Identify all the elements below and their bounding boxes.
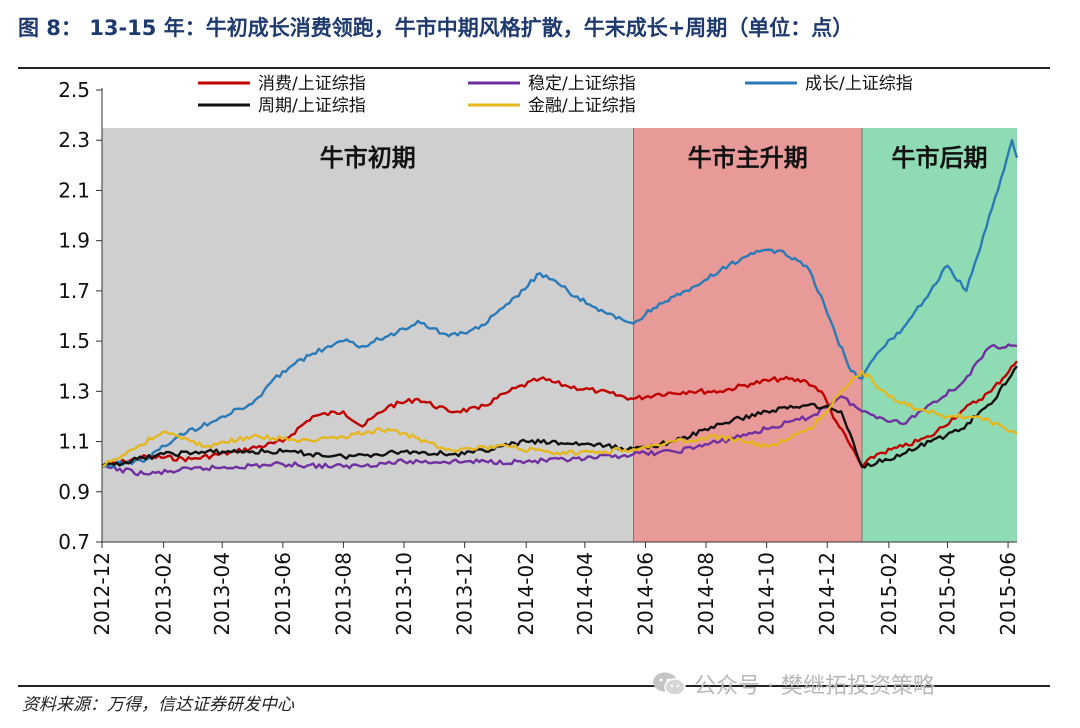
y-tick-label: 2.1 [58, 178, 90, 202]
series-line [101, 139, 1019, 468]
y-tick-label: 1.3 [58, 379, 90, 403]
x-tick-label: 2014-06 [633, 552, 657, 636]
series-line [101, 343, 1018, 477]
series-line [101, 365, 1018, 469]
phase-bands: 牛市初期 牛市主升期 牛市后期 [102, 128, 1017, 542]
wechat-icon [653, 672, 686, 696]
x-tick-label: 2014-12 [815, 552, 839, 636]
phase-band [102, 128, 634, 542]
y-tick-label: 1.7 [58, 279, 90, 303]
footer-divider [18, 685, 1050, 687]
y-tick-label: 2.5 [58, 78, 90, 102]
legend-label: 消费/上证综指 [258, 74, 366, 94]
x-tick-label: 2015-04 [935, 552, 959, 636]
x-tick-label: 2014-02 [514, 552, 538, 636]
y-tick-label: 1.9 [58, 229, 90, 253]
phase-band [862, 128, 1017, 542]
title-divider [18, 67, 1050, 69]
phase-label: 牛市初期 [320, 144, 416, 172]
y-tick-label: 2.3 [58, 128, 90, 152]
legend-label: 周期/上证综指 [258, 96, 366, 116]
x-tick-label: 2013-10 [392, 552, 416, 636]
x-tick-label: 2013-04 [210, 552, 234, 636]
x-tick-label: 2013-06 [271, 552, 295, 636]
chart: 牛市初期 牛市主升期 牛市后期 0.7 0.9 1.1 1.3 1.5 1.7 1.9 2.1 2.… [58, 74, 1020, 636]
x-tick-label: 2014-08 [694, 552, 718, 636]
x-tick-label: 2013-12 [453, 552, 477, 636]
y-tick-label: 0.9 [58, 480, 90, 504]
x-tick-label: 2013-02 [152, 552, 176, 636]
y-tick-label: 1.5 [58, 329, 90, 353]
phase-label: 牛市后期 [892, 144, 988, 172]
x-tick-label: 2015-02 [877, 552, 901, 636]
x-tick-label: 2014-04 [573, 552, 597, 636]
phase-label: 牛市主升期 [688, 144, 808, 172]
x-tick-label: 2012-12 [90, 552, 114, 636]
watermark: 公众号 · 樊继拓投资策略 [652, 668, 935, 700]
series-line [101, 360, 1018, 468]
axes: 0.7 0.9 1.1 1.3 1.5 1.7 1.9 2.1 2.3 2.5 2012-12 201… [58, 78, 1020, 636]
source-note: 资料来源：万得，信达证券研发中心 [22, 695, 294, 715]
y-tick-label: 1.1 [58, 430, 90, 454]
x-tick-label: 2014-10 [755, 552, 779, 636]
watermark-text: 公众号 · 樊继拓投资策略 [694, 674, 935, 699]
series-lines [101, 139, 1019, 477]
x-tick-label: 2015-06 [996, 552, 1020, 636]
legend-label: 成长/上证综指 [805, 74, 913, 94]
phase-band [633, 128, 863, 542]
series-line [101, 370, 1018, 468]
legend-label: 稳定/上证综指 [528, 74, 636, 94]
x-tick-label: 2013-08 [331, 552, 355, 636]
page-title: 图 8： 13-15 年：牛初成长消费领跑，牛市中期风格扩散，牛末成长+周期（单… [18, 16, 854, 40]
legend-label: 金融/上证综指 [528, 96, 636, 116]
y-tick-label: 0.7 [58, 530, 90, 554]
